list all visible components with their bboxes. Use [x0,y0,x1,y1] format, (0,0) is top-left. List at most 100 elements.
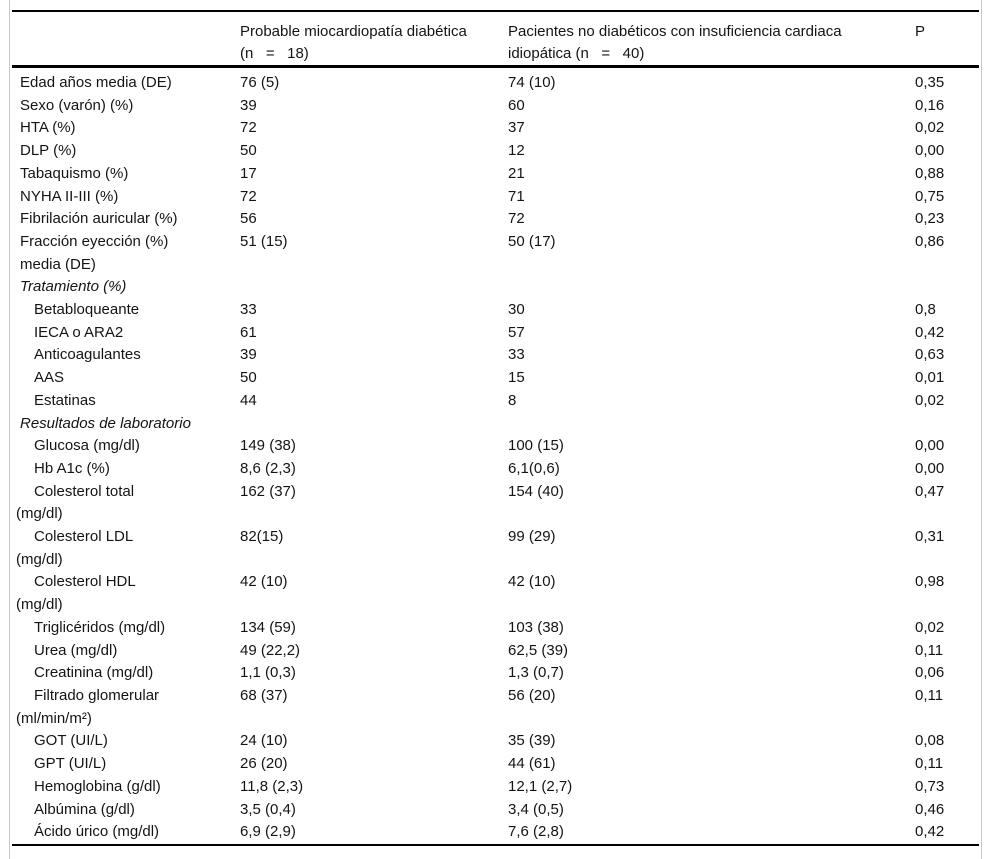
row-label: GOT (UI/L) [12,730,240,753]
value-p: 0,86 [915,232,945,250]
value-group2: 42 (10) [508,573,556,591]
row-label: HTA (%) [12,117,240,140]
value-group2: 6,1(0,6) [508,459,560,477]
value-p: 0,00 [915,437,945,455]
value-group1: 72 [240,187,257,205]
row-label: Betabloqueante [12,299,240,322]
row-label: AAS [12,367,240,390]
value-group1: 72 [240,119,257,137]
value-group1: 39 [240,96,257,114]
table-row: Creatinina (mg/dl) 1,1 (0,3) 1,3 (0,7) 0,06 [12,662,979,685]
value-p: 0,73 [915,777,945,795]
row-label: Glucosa (mg/dl) [12,435,240,458]
table-header-row: Probable miocardiopatía diabética (n = 1… [12,12,979,65]
table-row: Hemoglobina (g/dl) 11,8 (2,3) 12,1 (2,7) 0,… [12,776,979,799]
value-p: 0,16 [915,96,945,114]
table-row: Estatinas 44 8 0,02 [12,390,979,413]
row-label: GPT (UI/L) [12,753,240,776]
value-p: 0,11 [915,641,944,659]
row-label-text: Tratamiento (%) [20,278,127,296]
row-label-text: Colesterol HDL [34,573,136,591]
value-group1: 76 (5) [240,74,280,91]
row-label: Fibrilación auricular (%) [12,208,240,231]
value-group1: 162 (37) [240,482,296,500]
value-group1: 39 [240,346,257,364]
row-label-text: Colesterol total [34,482,135,500]
row-label: Hb A1c (%) [12,458,240,481]
value-group2: 71 [508,187,525,205]
value-group2: 35 (39) [508,732,556,750]
row-label: Colesterol total (mg/dl) [12,481,240,526]
row-label-text: Anticoagulantes [34,346,141,364]
value-group2: 154 (40) [508,482,564,500]
value-p: 0,35 [915,74,945,91]
row-label: Edad años media (DE) [12,72,240,95]
value-group1: 50 [240,142,257,160]
value-p: 0,31 [915,528,945,546]
value-group1: 68 (37) [240,686,288,704]
value-p: 0,98 [915,573,945,591]
row-label-wrap: media (DE) [20,255,96,273]
table-row: Sexo (varón) (%) 39 60 0,16 [12,95,979,118]
table-row: Colesterol HDL (mg/dl) 42 (10) 42 (10) 0,98 [12,571,979,616]
value-group1: 26 (20) [240,755,288,773]
row-label: Estatinas [12,390,240,413]
row-label-text: Fibrilación auricular (%) [20,210,178,228]
value-p: 0,01 [915,369,945,387]
value-p: 0,02 [915,391,945,409]
row-label: Filtrado glomerular (ml/min/m²) [12,685,240,730]
table-row: Edad años media (DE) 76 (5) 74 (10) 0,35 [12,72,979,95]
table-row: Fracción eyección (%) media (DE) 51 (15) 50… [12,231,979,276]
row-label-text: Urea (mg/dl) [34,641,118,659]
row-label-text: Hemoglobina (g/dl) [34,777,161,795]
value-group2: 37 [508,119,525,137]
row-label-text: Tabaquismo (%) [20,164,129,182]
value-p: 0,11 [915,755,944,773]
table-row: Anticoagulantes 39 33 0,63 [12,344,979,367]
table-row: DLP (%) 50 12 0,00 [12,140,979,163]
value-group1: 82(15) [240,528,284,546]
row-label-text: Resultados de laboratorio [20,414,191,432]
value-group1: 6,9 (2,9) [240,823,296,841]
table-row: Colesterol LDL (mg/dl) 82(15) 99 (29) 0,31 [12,526,979,571]
value-group2: 15 [508,369,525,387]
table-body: Edad años media (DE) 76 (5) 74 (10) 0,35 Sex… [12,68,979,844]
table-row: GOT (UI/L) 24 (10) 35 (39) 0,08 [12,730,979,753]
row-label-text: Hb A1c (%) [34,459,110,477]
header-group1: Probable miocardiopatía diabética (n = 1… [240,23,467,62]
value-group2: 12,1 (2,7) [508,777,573,795]
value-group2: 100 (15) [508,437,564,455]
table-row: Resultados de laboratorio [12,413,979,436]
table-row: Tratamiento (%) [12,276,979,299]
value-p: 0,46 [915,800,945,818]
row-label: Tabaquismo (%) [12,163,240,186]
value-group2: 44 (61) [508,755,556,773]
row-label: Creatinina (mg/dl) [12,662,240,685]
value-p: 0,06 [915,664,945,682]
table-row: Triglicéridos (mg/dl) 134 (59) 103 (38) 0,0… [12,617,979,640]
value-group2: 103 (38) [508,618,564,636]
value-p: 0,02 [915,119,945,137]
table-row: HTA (%) 72 37 0,02 [12,117,979,140]
value-group1: 8,6 (2,3) [240,459,296,477]
row-label-text: Glucosa (mg/dl) [34,437,140,455]
row-label-text: Betabloqueante [34,301,140,319]
value-group2: 99 (29) [508,528,556,546]
row-label: Fracción eyección (%) media (DE) [12,231,240,276]
row-label: Albúmina (g/dl) [12,799,240,822]
value-group2: 1,3 (0,7) [508,664,564,682]
value-p: 0,42 [915,823,945,841]
header-p: P [915,23,926,40]
row-label: Resultados de laboratorio [12,413,240,436]
value-p: 0,42 [915,323,945,341]
row-label-text: Sexo (varón) (%) [20,96,134,114]
value-group1: 61 [240,323,257,341]
value-group1: 44 [240,391,257,409]
value-group1: 149 (38) [240,437,296,455]
value-group2: 50 (17) [508,232,556,250]
horizontal-rule-under-header [12,65,979,68]
value-group1: 3,5 (0,4) [240,800,296,818]
value-p: 0,23 [915,210,945,228]
value-p: 0,00 [915,459,945,477]
table-row: Albúmina (g/dl) 3,5 (0,4) 3,4 (0,5) 0,46 [12,799,979,822]
